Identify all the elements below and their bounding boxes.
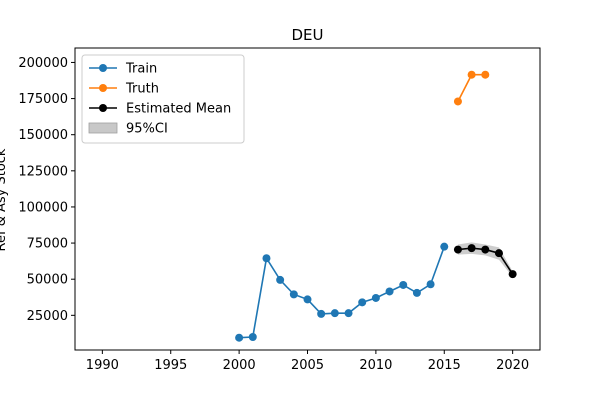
data-point-train: [289, 290, 298, 299]
y-tick-label: 175000: [18, 92, 68, 107]
y-tick-label: 200000: [18, 56, 68, 71]
data-point-estimated-mean: [453, 245, 462, 254]
x-tick-label: 2005: [291, 358, 324, 373]
data-point-train: [276, 275, 285, 284]
x-tick-label: 2015: [428, 358, 461, 373]
data-point-train: [330, 309, 339, 318]
legend-label-95-ci: 95%CI: [126, 122, 168, 137]
data-point-train: [412, 288, 421, 297]
y-axis-label: Ref & Asy Stock: [0, 148, 9, 251]
series-line-train: [239, 246, 446, 339]
legend-label-estimated-mean: Estimated Mean: [126, 102, 231, 117]
y-tick-label: 25000: [27, 309, 68, 324]
legend-label-truth: Truth: [125, 82, 159, 97]
legend-patch-95-ci: [88, 122, 118, 134]
data-point-train: [248, 332, 257, 341]
data-point-truth: [467, 70, 476, 79]
data-point-train: [440, 242, 449, 251]
data-point-train: [303, 295, 312, 304]
y-tick-label: 75000: [27, 237, 68, 252]
data-point-train: [426, 280, 435, 289]
series-line-truth: [457, 73, 486, 102]
data-point-estimated-mean: [508, 270, 517, 279]
y-tick-label: 125000: [18, 164, 68, 179]
y-tick-label: 50000: [27, 273, 68, 288]
chart-title: DEU: [291, 26, 323, 44]
data-point-estimated-mean: [467, 244, 476, 253]
y-tick-label: 100000: [18, 200, 68, 215]
data-point-train: [344, 309, 353, 318]
data-point-train: [385, 287, 394, 296]
legend-marker-estimated-mean: [99, 104, 107, 112]
legend-box: [81, 54, 245, 144]
x-tick-label: 1990: [86, 358, 119, 373]
data-point-train: [317, 309, 326, 318]
x-tick-label: 2010: [359, 358, 392, 373]
data-point-estimated-mean: [481, 245, 490, 254]
legend-marker-truth: [99, 84, 107, 92]
legend-label-train: Train: [125, 62, 157, 77]
axes: 1990 1995 2000 2005 2010 2015 2020 25000 50000 75…: [18, 47, 541, 373]
x-tick-label: 2000: [223, 358, 256, 373]
x-tick-label: 2020: [496, 358, 529, 373]
x-tick-label: 1995: [154, 358, 187, 373]
data-point-truth: [481, 70, 490, 79]
plot-area: [235, 70, 517, 342]
data-point-train: [262, 254, 271, 263]
data-point-train: [358, 298, 367, 307]
data-point-train: [371, 293, 380, 302]
data-point-train: [399, 280, 408, 289]
data-point-estimated-mean: [494, 249, 503, 258]
y-tick-label: 150000: [18, 128, 68, 143]
data-point-train: [235, 333, 244, 342]
data-point-truth: [453, 97, 462, 106]
legend-marker-train: [99, 64, 107, 72]
legend: Train Truth Estimated Mean 95%CI: [81, 54, 245, 144]
